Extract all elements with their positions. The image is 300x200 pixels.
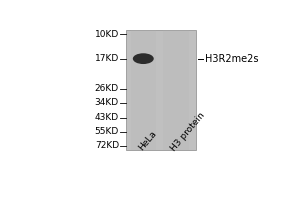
Ellipse shape [133,53,154,64]
Text: 55KD: 55KD [94,127,119,136]
Text: 72KD: 72KD [95,141,119,150]
Text: HeLa: HeLa [136,129,158,153]
Bar [163,30,189,150]
Bar [130,30,156,150]
Text: 34KD: 34KD [95,98,119,107]
Text: 26KD: 26KD [95,84,119,93]
Text: 43KD: 43KD [95,113,119,122]
Text: H3R2me2s: H3R2me2s [205,54,258,64]
Text: 17KD: 17KD [94,54,119,63]
Bar [126,30,196,150]
Text: 10KD: 10KD [94,30,119,39]
Text: H3 protein: H3 protein [169,110,206,153]
